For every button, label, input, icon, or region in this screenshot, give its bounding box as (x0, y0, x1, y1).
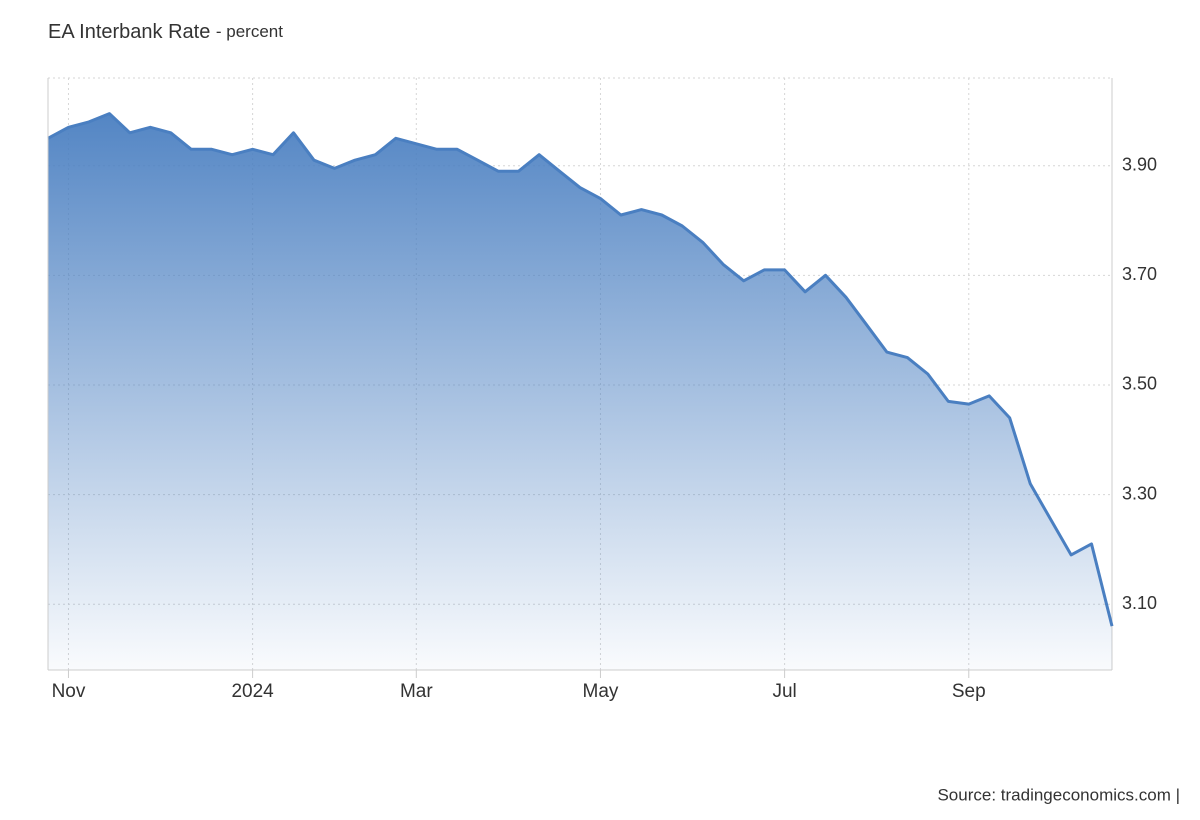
chart-title: EA Interbank Rate - percent (48, 21, 283, 43)
line (47, 112, 1114, 627)
y-tick-label: 3.30 (1122, 483, 1157, 503)
source: Source: tradingeconomics.com | (937, 785, 1180, 804)
x-tick-label: Jul (772, 681, 796, 702)
area (48, 113, 1112, 671)
x-tick-label: May (583, 681, 619, 702)
y-tick-label: 3.70 (1122, 264, 1157, 284)
x-tick-label: Mar (400, 681, 433, 702)
y-tick-label: 3.90 (1122, 154, 1157, 174)
y-tick-label: 3.10 (1122, 593, 1157, 613)
x-tick-label: 2024 (231, 681, 274, 702)
subtitle: - percent (216, 22, 283, 41)
x-tick-label: Sep (952, 681, 986, 702)
y-tick-label: 3.50 (1122, 374, 1157, 394)
title: EA Interbank Rate (48, 21, 210, 43)
x-tick-label: Nov (52, 681, 86, 702)
